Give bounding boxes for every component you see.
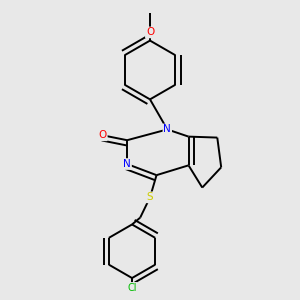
Text: S: S <box>147 192 153 203</box>
Text: N: N <box>123 159 131 169</box>
Text: O: O <box>146 27 154 38</box>
Text: Cl: Cl <box>127 283 137 293</box>
Text: N: N <box>164 124 171 134</box>
Text: O: O <box>98 130 107 140</box>
